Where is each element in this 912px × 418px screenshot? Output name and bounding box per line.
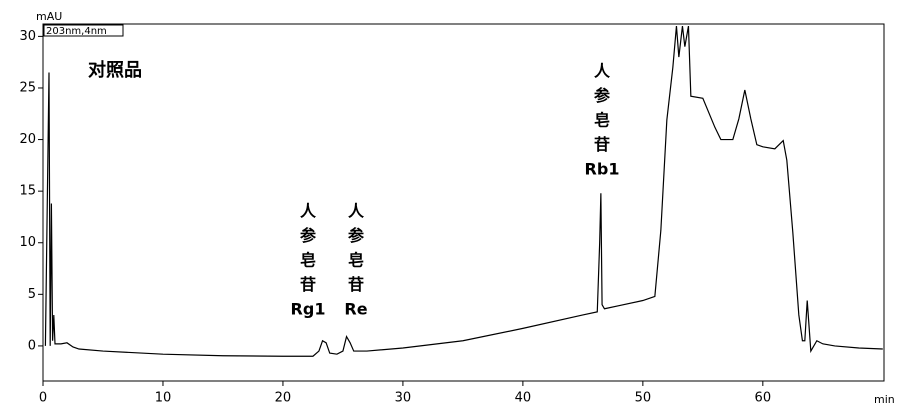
x-tick-label: 20	[275, 391, 292, 406]
x-tick-label: 60	[755, 391, 772, 406]
x-axis-label: min	[874, 393, 895, 406]
legend-entry: 203nm,4nm	[46, 26, 107, 37]
annotation: 对照品	[88, 59, 142, 81]
x-tick-label: 10	[155, 391, 172, 406]
annotation: 人	[348, 202, 365, 221]
annotation: 参	[300, 226, 317, 245]
annotation: 参	[594, 86, 611, 105]
y-tick-label: 20	[19, 132, 36, 147]
annotation: 皂	[594, 111, 610, 130]
annotation: 皂	[300, 251, 316, 270]
x-tick-label: 50	[635, 391, 652, 406]
x-tick-label: 30	[395, 391, 412, 406]
y-tick-label: 5	[28, 287, 36, 302]
annotation: 苷	[348, 275, 364, 294]
y-tick-label: 15	[19, 184, 36, 199]
plot-frame	[42, 23, 885, 382]
annotation: Re	[344, 300, 367, 319]
annotation: 人	[300, 202, 317, 221]
y-tick-label: 10	[19, 235, 36, 250]
annotation: 苷	[300, 275, 316, 294]
y-tick-label: 0	[28, 338, 36, 353]
x-tick-label: 0	[39, 391, 47, 406]
annotation: 皂	[348, 251, 364, 270]
y-tick-label: 25	[19, 80, 36, 95]
annotation: 苷	[594, 135, 610, 154]
annotation: Rg1	[291, 300, 326, 319]
annotation: 人	[594, 62, 611, 81]
y-axis-label: mAU	[36, 10, 62, 23]
annotation: 参	[348, 226, 365, 245]
legend-box	[43, 24, 124, 37]
y-tick-label: 30	[19, 29, 36, 44]
x-tick-label: 40	[515, 391, 532, 406]
annotation: Rb1	[585, 160, 620, 179]
trace	[44, 25, 883, 357]
